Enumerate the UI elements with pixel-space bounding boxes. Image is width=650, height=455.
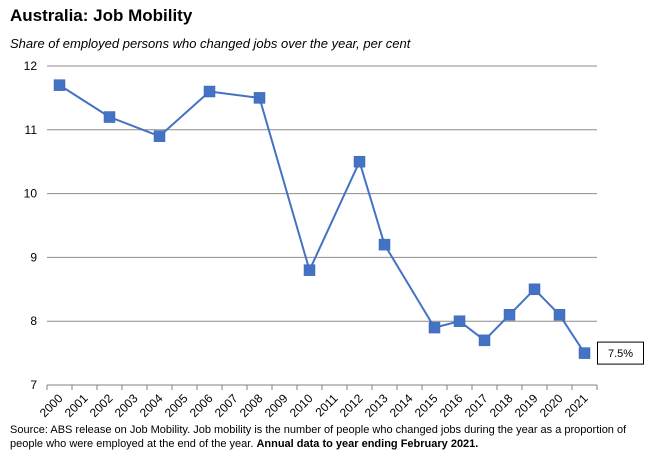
data-point-marker	[303, 264, 316, 276]
x-tick-label: 2021	[562, 391, 591, 420]
x-tick-label: 2010	[287, 391, 316, 420]
y-tick-label: 8	[30, 314, 37, 328]
x-tick-label: 2019	[512, 391, 541, 420]
x-tick-label: 2008	[237, 391, 266, 420]
x-tick-label: 2017	[462, 391, 491, 420]
x-tick-label: 2002	[87, 391, 116, 420]
x-tick-label: 2003	[112, 391, 141, 420]
x-tick-label: 2016	[437, 391, 466, 420]
data-point-marker	[428, 321, 441, 334]
data-label-box	[597, 341, 644, 365]
data-point-marker	[378, 238, 391, 251]
data-point-marker	[103, 111, 116, 123]
x-tick-label: 2006	[187, 391, 216, 420]
y-tick-label: 9	[30, 250, 37, 264]
data-label: 7.5%	[608, 348, 633, 360]
x-tick-label: 2013	[362, 391, 391, 420]
x-tick-label: 2005	[162, 391, 191, 420]
y-tick-label: 11	[25, 123, 38, 137]
source-emphasis: Annual data to year ending February 2021…	[256, 438, 479, 450]
chart-subtitle: Share of employed persons who changed jo…	[10, 36, 411, 51]
y-tick-label: 7	[30, 378, 37, 392]
y-tick-label: 10	[24, 187, 38, 201]
data-point-marker	[203, 85, 216, 98]
data-point-marker	[478, 334, 491, 347]
x-tick-label: 2020	[537, 391, 566, 420]
data-point-marker	[453, 315, 466, 327]
x-tick-label: 2015	[412, 391, 441, 420]
data-point-marker	[553, 309, 566, 321]
x-tick-label: 2011	[312, 391, 340, 419]
data-point-marker	[528, 283, 541, 296]
x-tick-label: 2009	[262, 391, 291, 420]
x-tick-label: 2018	[487, 391, 516, 420]
data-point-marker	[503, 309, 516, 321]
x-tick-label: 2004	[137, 391, 166, 420]
x-tick-label: 2014	[387, 391, 416, 420]
x-tick-label: 2007	[212, 391, 241, 420]
x-tick-label: 2012	[337, 391, 366, 420]
y-tick-label: 12	[24, 59, 38, 73]
data-point-marker	[253, 92, 266, 104]
x-tick-label: 2001	[62, 391, 91, 420]
data-point-marker	[353, 155, 366, 168]
source-text: Source: ABS release on Job Mobility. Job…	[10, 424, 627, 450]
chart-title: Australia: Job Mobility	[10, 6, 193, 25]
source-note: Source: ABS release on Job Mobility. Job…	[10, 423, 642, 451]
x-tick-label: 2000	[37, 391, 66, 420]
data-point-marker	[53, 79, 66, 91]
data-point-marker	[153, 130, 166, 142]
data-point-marker	[578, 347, 591, 359]
